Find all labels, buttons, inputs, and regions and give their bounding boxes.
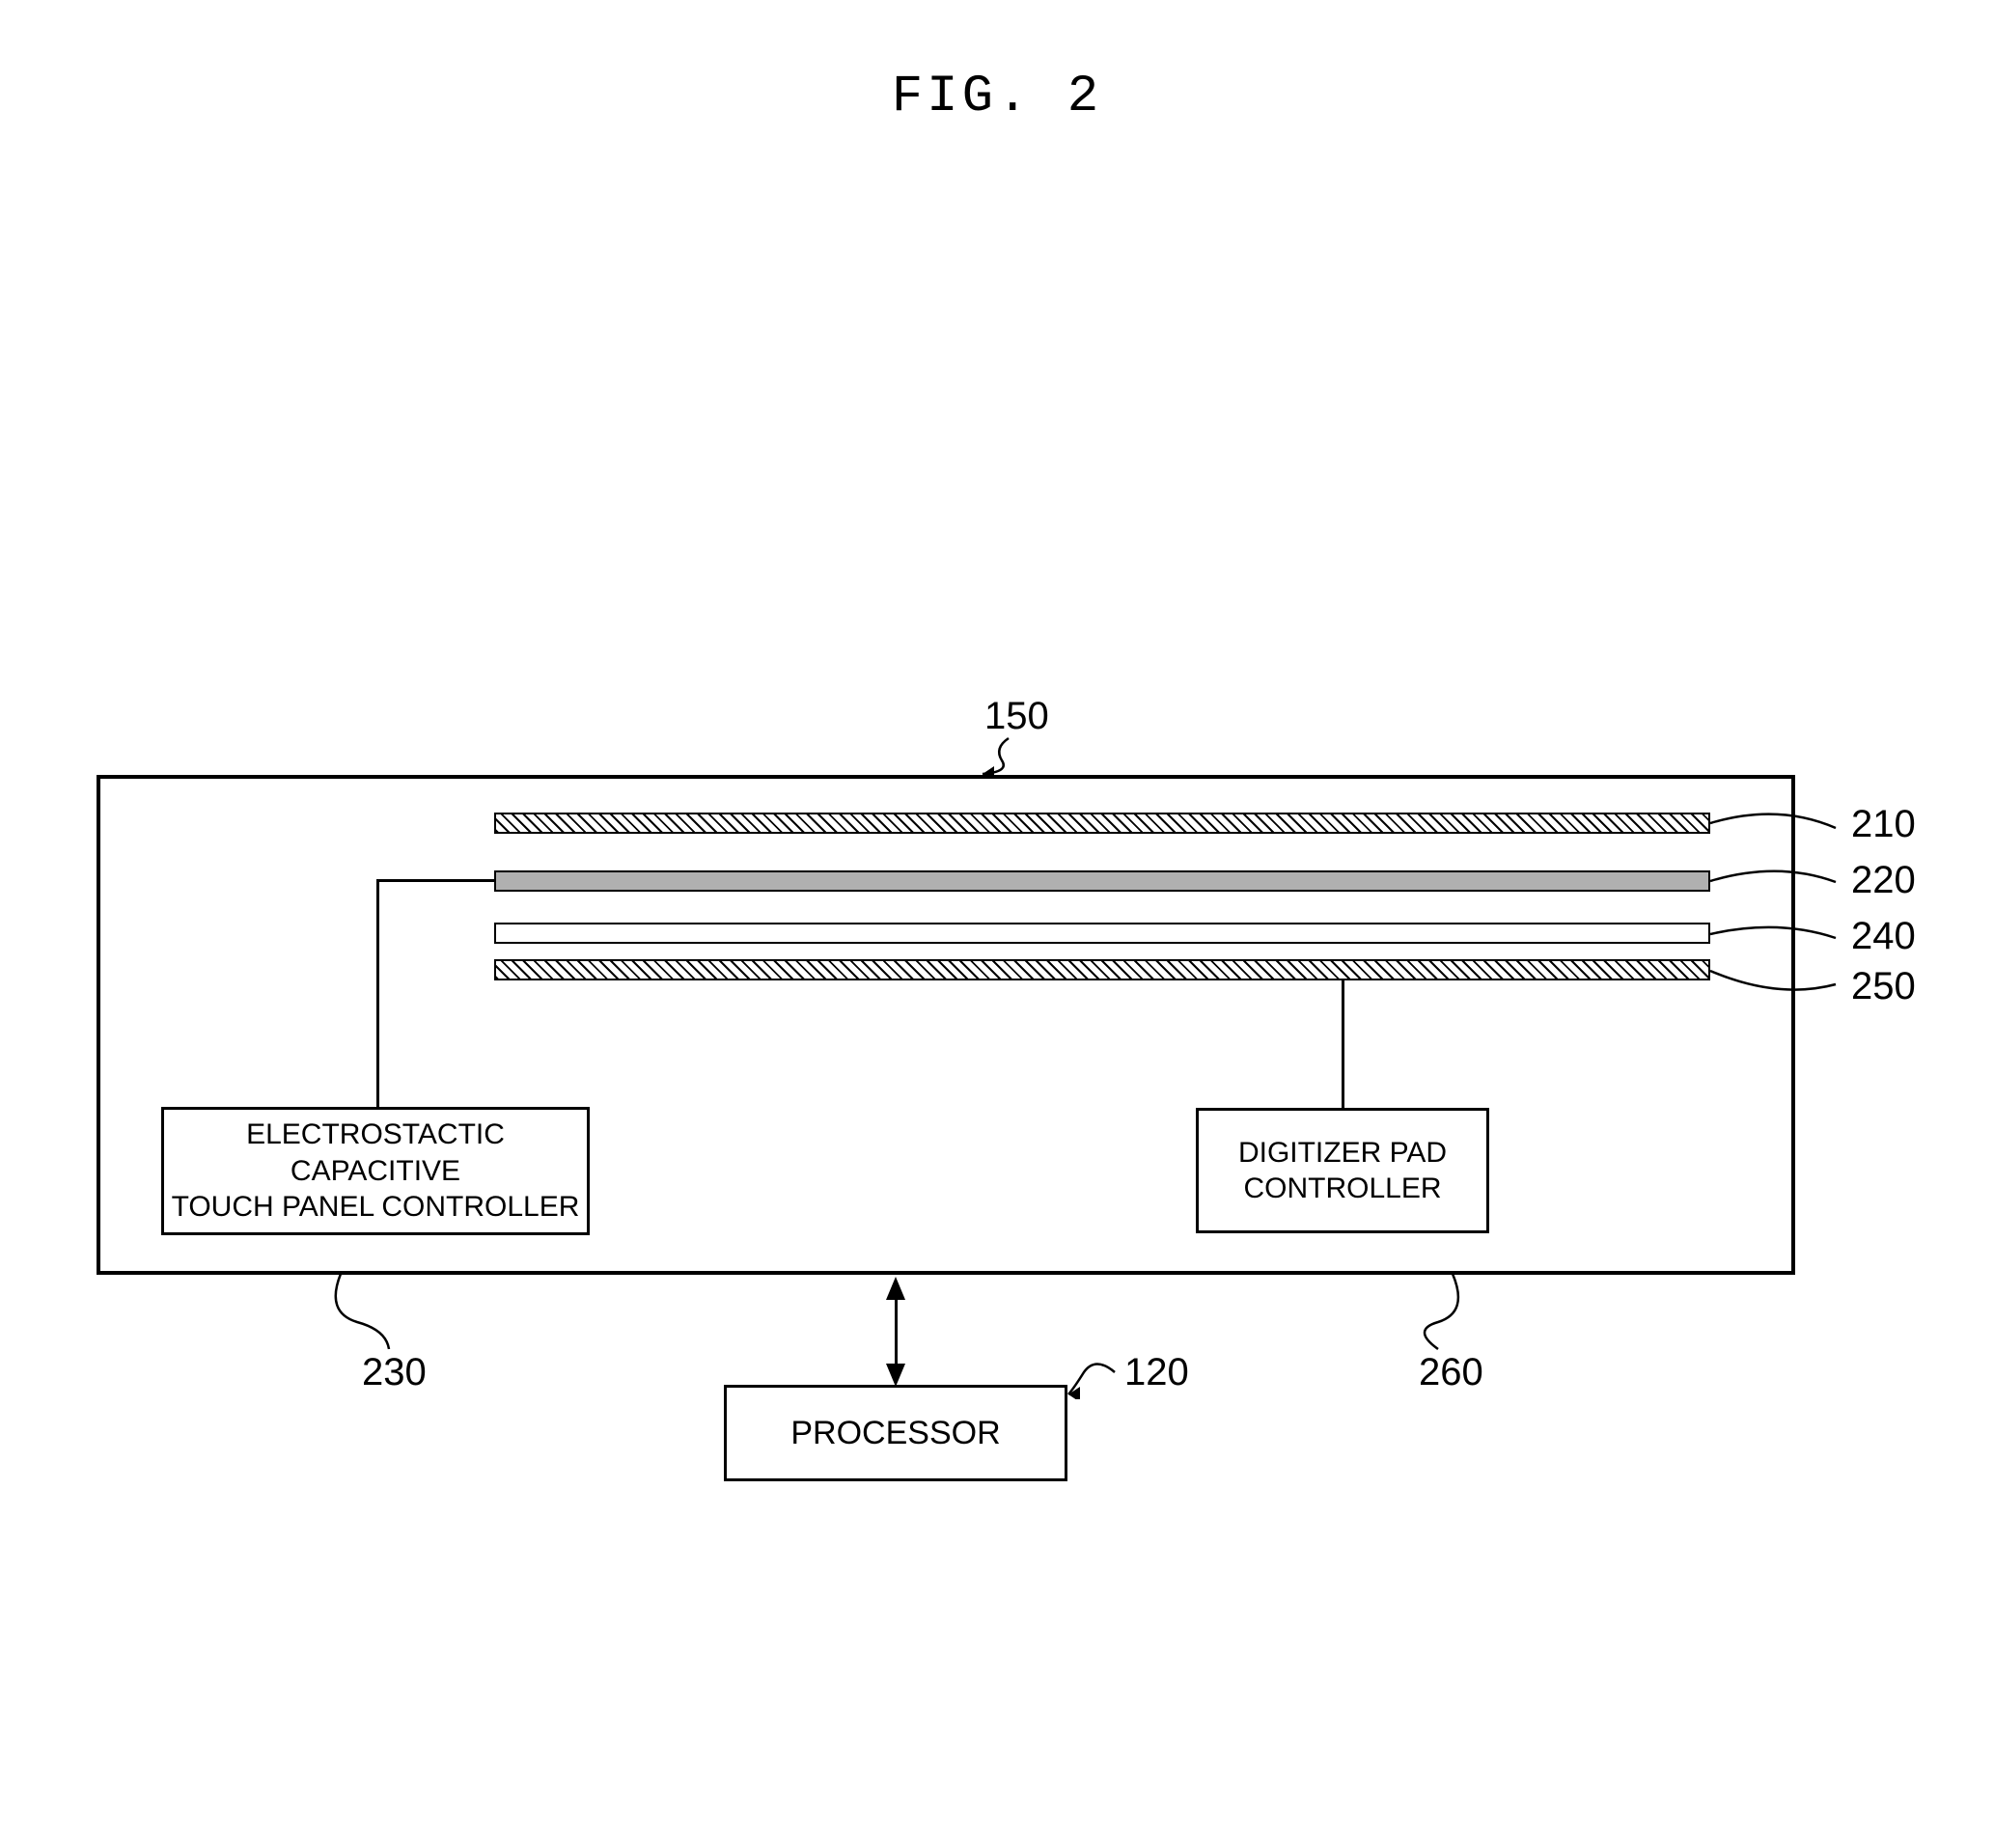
layer-220	[494, 870, 1710, 892]
leader-210	[1710, 813, 1845, 841]
conn-250-digi-v	[1342, 980, 1344, 1108]
ref-210: 210	[1851, 803, 1916, 846]
figure-page: FIG. 2 150 210 220 240 250	[0, 0, 1994, 1848]
ref-260: 260	[1419, 1351, 1483, 1394]
leader-120	[1066, 1351, 1124, 1399]
digitizer-controller: DIGITIZER PAD CONTROLLER	[1196, 1108, 1489, 1233]
ref-150: 150	[984, 695, 1049, 738]
layer-250	[494, 959, 1710, 980]
leader-240	[1710, 924, 1845, 953]
conn-220-ecap-h	[376, 879, 494, 882]
ref-230: 230	[362, 1351, 427, 1394]
ref-220: 220	[1851, 859, 1916, 902]
digitizer-controller-label: DIGITIZER PAD CONTROLLER	[1238, 1135, 1447, 1207]
conn-proc-arrow-down	[886, 1364, 905, 1387]
ref-250: 250	[1851, 965, 1916, 1008]
conn-proc-line	[895, 1293, 898, 1370]
conn-220-ecap-v	[376, 879, 379, 1107]
leader-220	[1710, 869, 1845, 897]
leader-230	[333, 1274, 410, 1351]
ref-120: 120	[1124, 1351, 1189, 1394]
processor-label: PROCESSOR	[790, 1415, 1000, 1452]
conn-proc-arrow-up	[886, 1277, 905, 1300]
layer-210	[494, 813, 1710, 834]
figure-title: FIG. 2	[892, 68, 1102, 126]
leader-260	[1409, 1274, 1486, 1351]
leader-250	[1710, 963, 1845, 996]
layer-240	[494, 923, 1710, 944]
ecap-controller-label: ELECTROSTACTIC CAPACITIVE TOUCH PANEL CO…	[164, 1117, 587, 1226]
processor-box: PROCESSOR	[724, 1385, 1067, 1481]
ecap-controller: ELECTROSTACTIC CAPACITIVE TOUCH PANEL CO…	[161, 1107, 590, 1235]
ref-240: 240	[1851, 915, 1916, 958]
